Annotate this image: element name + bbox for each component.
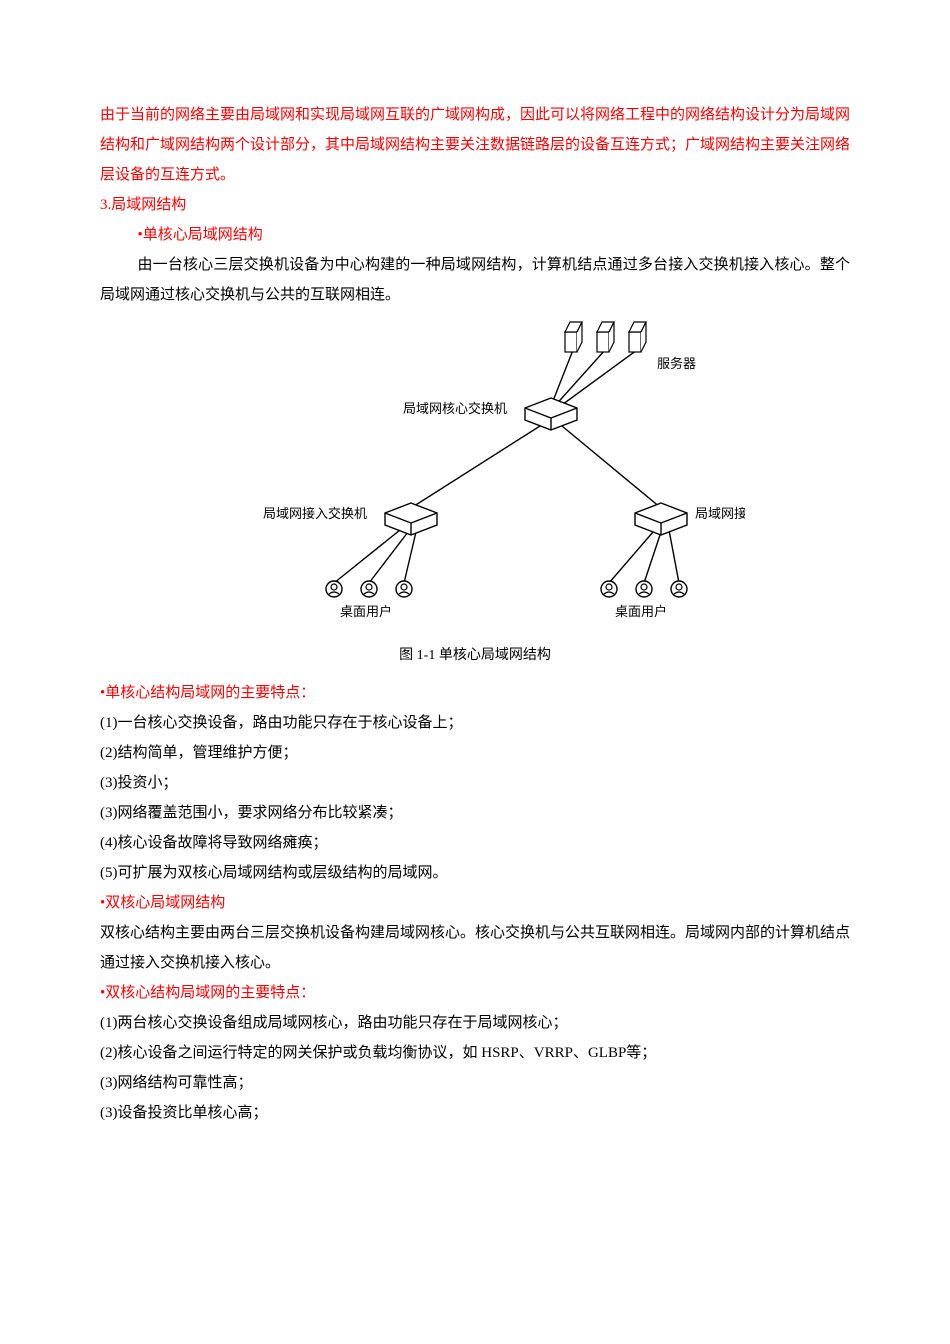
feature-item: (1)一台核心交换设备，路由功能只存在于核心设备上； xyxy=(100,708,850,738)
server-icon xyxy=(629,322,646,352)
users-right-label: 桌面用户 xyxy=(615,604,667,619)
access-right-label: 局域网接入交换机 xyxy=(695,506,745,521)
server-icon xyxy=(597,322,614,352)
feature-item: (3)设备投资比单核心高； xyxy=(100,1098,850,1128)
users-left-label: 桌面用户 xyxy=(340,604,392,619)
feature-item: (5)可扩展为双核心局域网结构或层级结构的局域网。 xyxy=(100,858,850,888)
access-switch-right-icon xyxy=(635,503,687,535)
single-core-features-heading: •单核心结构局域网的主要特点： xyxy=(100,678,850,708)
feature-item: (3)网络结构可靠性高； xyxy=(100,1068,850,1098)
intro-paragraph: 由于当前的网络主要由局域网和实现局域网互联的广域网构成，因此可以将网络工程中的网… xyxy=(100,100,850,190)
diagram-caption: 图 1-1 单核心局域网结构 xyxy=(100,642,850,670)
core-switch-label: 局域网核心交换机 xyxy=(403,401,507,416)
topology-diagram: 服务器 局域网核心交换机 局域网接入交换机 局域网接入交换机 桌面用户 桌面用户 xyxy=(100,318,850,628)
user-icon xyxy=(361,581,377,597)
feature-item: (2)结构简单，管理维护方便； xyxy=(100,738,850,768)
feature-item: (2)核心设备之间运行特定的网关保护或负载均衡协议，如 HSRP、VRRP、GL… xyxy=(100,1038,850,1068)
core-switch-icon xyxy=(525,398,577,430)
feature-item: (4)核心设备故障将导致网络瘫痪； xyxy=(100,828,850,858)
user-icon xyxy=(636,581,652,597)
dual-core-features-heading: •双核心结构局域网的主要特点： xyxy=(100,978,850,1008)
feature-item: (3)网络覆盖范围小，要求网络分布比较紧凑； xyxy=(100,798,850,828)
user-icon xyxy=(671,581,687,597)
feature-item: (1)两台核心交换设备组成局域网核心，路由功能只存在于局域网核心； xyxy=(100,1008,850,1038)
subheading-dual-core: •双核心局域网结构 xyxy=(100,888,850,918)
server-label: 服务器 xyxy=(657,356,696,371)
dual-core-desc: 双核心结构主要由两台三层交换机设备构建局域网核心。核心交换机与公共互联网相连。局… xyxy=(100,918,850,978)
access-left-label: 局域网接入交换机 xyxy=(263,506,367,521)
user-icon xyxy=(396,581,412,597)
feature-item: (3)投资小； xyxy=(100,768,850,798)
section-3-heading: 3.局域网结构 xyxy=(100,190,850,220)
user-icon xyxy=(601,581,617,597)
user-icon xyxy=(326,581,342,597)
subheading-single-core: •单核心局域网结构 xyxy=(100,220,850,250)
single-core-desc: 由一台核心三层交换机设备为中心构建的一种局域网结构，计算机结点通过多台接入交换机… xyxy=(100,250,850,310)
access-switch-left-icon xyxy=(385,503,437,535)
server-icon xyxy=(565,322,582,352)
